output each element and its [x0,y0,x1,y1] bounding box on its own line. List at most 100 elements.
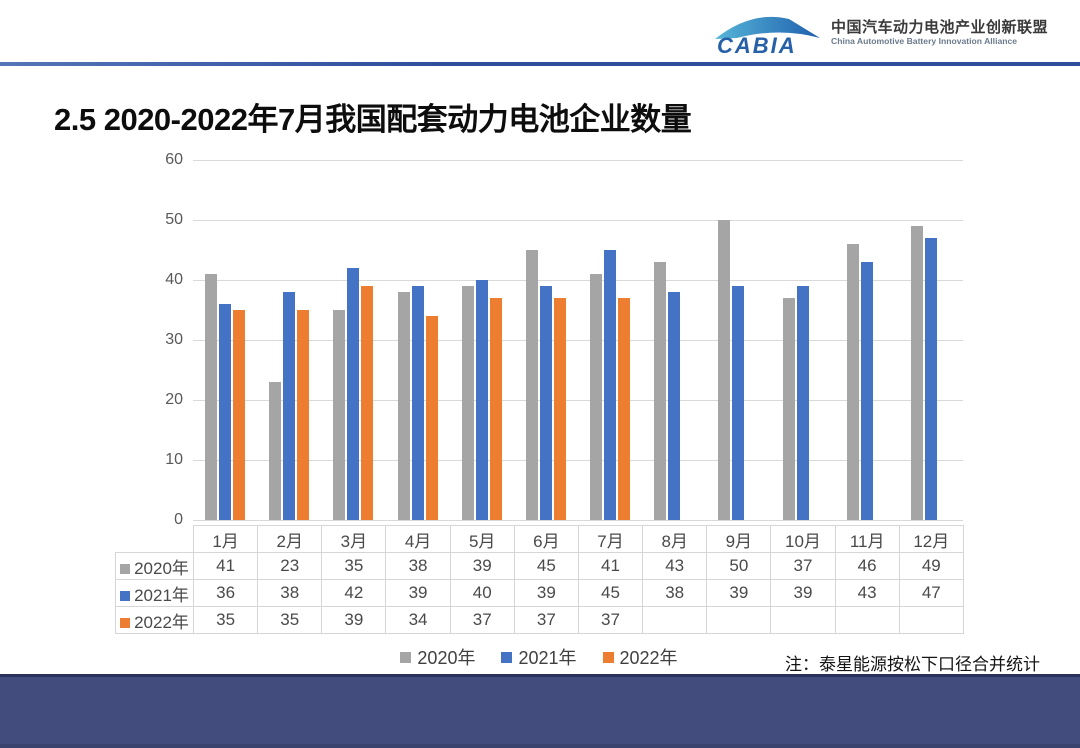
table-month-header: 5月 [449,525,515,553]
table-value-cell: 41 [577,552,644,580]
bar-2020年-4月 [397,292,410,520]
gridline [193,280,963,281]
table-value-cell: 35 [321,552,387,580]
cabia-logo-text: CABIA [717,33,797,58]
bar-group-11月 [835,160,899,520]
bar-2022年-2月 [297,310,310,520]
bar-2020年-9月 [718,220,731,520]
bar-2021年-10月 [796,286,809,520]
table-row-2020年: 2020年 41 23 35 38 39 45 41 43 50 37 46 49 [115,552,964,580]
bar-group-9月 [706,160,770,520]
gridline [193,400,963,401]
bar-2020年-6月 [525,250,538,520]
table-value-cell: 23 [257,552,323,580]
table-value-cell: 43 [834,579,900,607]
legend-item-2020年: 2020年 [400,644,475,670]
bar-2022年-3月 [361,286,374,520]
table-value-cell: 36 [192,579,259,607]
bar-2021年-9月 [732,286,745,520]
bar-2021年-12月 [924,238,937,520]
table-value-cell: 39 [706,579,772,607]
bar-2021年-7月 [604,250,617,520]
y-tick-label: 50 [165,211,183,228]
table-row-2022年: 2022年 35 35 39 34 37 37 37 [115,606,964,634]
table-month-header: 8月 [642,525,708,553]
table-value-cell: 41 [192,552,259,580]
y-tick-label: 30 [165,331,183,348]
bar-group-10月 [771,160,835,520]
bar-2020年-1月 [205,274,218,520]
table-value-cell: 37 [513,606,579,634]
bar-2022年-7月 [618,298,631,520]
bar-2022年-4月 [425,316,438,520]
legend-item-2022年: 2022年 [602,644,678,670]
bar-2021年-5月 [475,280,488,520]
table-month-header: 12月 [898,525,964,553]
table-month-header: 3月 [321,525,387,553]
table-value-cell: 35 [192,606,259,634]
table-value-cell: 47 [898,579,964,607]
chart-legend: 2020年 2021年 2022年 [115,644,963,670]
table-value-cell [834,606,900,634]
bar-group-5月 [450,160,514,520]
table-value-cell: 39 [385,579,451,607]
table-row-header: 2020年 [115,552,194,580]
data-table: 1月 2月 3月 4月 5月 6月 7月 8月 9月 10月 11月 12月 2020年 41 23 35 38… [115,525,964,634]
series-swatch-icon [120,563,131,574]
bar-group-6月 [514,160,578,520]
header-divider [0,62,1080,66]
plot-area [193,160,963,521]
table-value-cell: 39 [513,579,579,607]
gridline [193,460,963,461]
bar-group-3月 [321,160,385,520]
legend-swatch-icon [602,651,614,663]
table-value-cell: 34 [385,606,451,634]
footer-bar [0,674,1080,748]
table-month-header: 10月 [770,525,836,553]
table-value-cell: 39 [770,579,836,607]
legend-swatch-icon [400,651,412,663]
bar-groups [193,160,963,520]
bar-2022年-1月 [233,310,246,520]
y-tick-label: 0 [174,511,183,528]
bar-2020年-3月 [333,310,346,520]
bar-2020年-11月 [846,244,859,520]
bar-2020年-7月 [590,274,603,520]
legend-swatch-icon [501,651,513,663]
table-month-header: 9月 [706,525,772,553]
table-value-cell [642,606,708,634]
series-swatch-icon [120,590,131,601]
table-value-cell: 37 [449,606,515,634]
table-value-cell: 45 [513,552,579,580]
y-tick-label: 20 [165,391,183,408]
y-tick-label: 10 [165,451,183,468]
bar-group-12月 [899,160,963,520]
table-month-header: 11月 [834,525,900,553]
table-month-header: 6月 [513,525,579,553]
bar-2020年-5月 [461,286,474,520]
legend-label: 2020年 [417,648,476,668]
table-value-cell: 39 [449,552,515,580]
bar-2021年-2月 [283,292,296,520]
header-logo-group: CABIA 中国汽车动力电池产业创新联盟 China Automotive Ba… [711,6,1048,60]
table-value-cell [770,606,836,634]
bar-2020年-10月 [782,298,795,520]
table-row-2021年: 2021年 36 38 42 39 40 39 45 38 39 39 43 47 [115,579,964,607]
table-month-header: 1月 [192,525,259,553]
table-month-header: 4月 [385,525,451,553]
bar-group-8月 [642,160,706,520]
y-tick-label: 40 [165,271,183,288]
table-value-cell: 45 [577,579,644,607]
org-name-cn: 中国汽车动力电池产业创新联盟 [830,19,1048,37]
table-value-cell: 37 [770,552,836,580]
cabia-logo-icon: CABIA [714,16,820,58]
gridline [193,160,963,161]
legend-label: 2021年 [518,648,577,668]
table-value-cell: 49 [898,552,964,580]
table-value-cell: 38 [385,552,451,580]
table-month-header: 2月 [257,525,323,553]
table-value-cell: 35 [257,606,323,634]
bar-2021年-1月 [219,304,232,520]
footnote: 注：泰星能源按松下口径合并统计 [785,655,1040,674]
